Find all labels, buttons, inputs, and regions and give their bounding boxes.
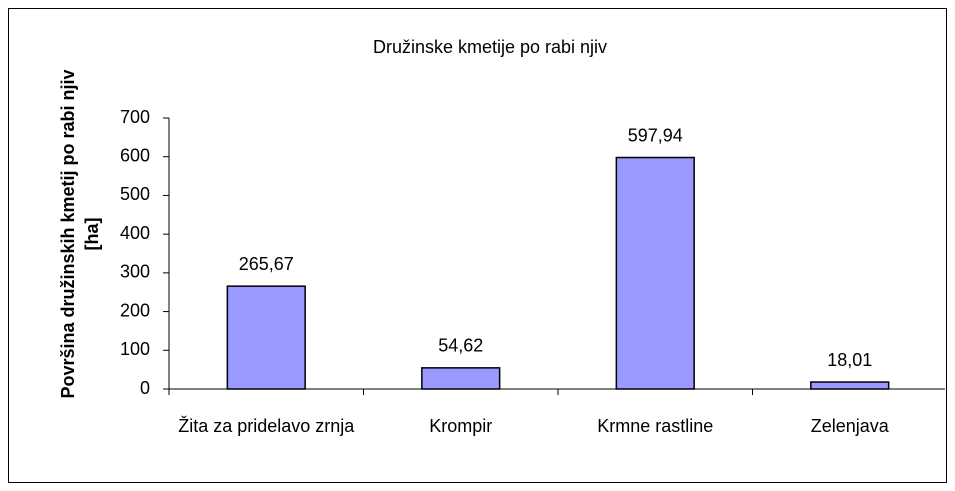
y-tick-label: 600 [120,145,150,165]
bar [421,367,501,390]
y-axis-title: Površina družinskih kmetij po rabi njiv … [58,69,102,399]
y-tick-label: 400 [120,223,150,243]
y-tick-label: 500 [120,184,150,204]
x-tick-label: Žita za pridelavo zrnja [178,416,355,436]
y-tick-label: 700 [120,107,150,127]
value-label: 18,01 [827,350,872,370]
x-tick-label: Krompir [429,416,493,436]
y-tick-label: 200 [120,300,150,320]
bar [810,381,890,390]
y-tick-label: 0 [140,378,150,398]
x-tick-label: Krmne rastline [597,416,714,436]
bar [226,285,306,390]
chart-title: Družinske kmetije po rabi njiv [373,37,607,57]
y-tick-label: 300 [120,262,150,282]
x-tick-label: Zelenjava [810,416,889,436]
value-label: 54,62 [438,336,483,356]
bar [615,156,695,390]
value-label: 265,67 [239,254,294,274]
value-label: 597,94 [628,125,683,145]
chart-frame [8,8,947,483]
y-tick-label: 100 [120,339,150,359]
